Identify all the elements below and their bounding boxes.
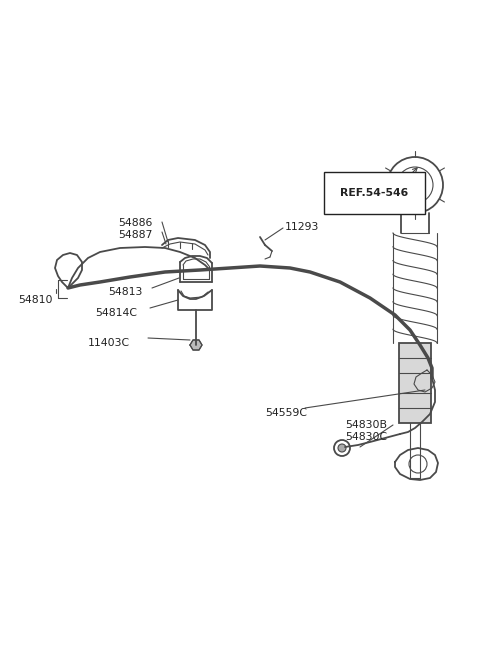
Text: 54887: 54887 [118, 230, 152, 240]
Circle shape [338, 444, 346, 452]
Polygon shape [190, 340, 202, 350]
Polygon shape [399, 343, 431, 423]
Text: 54830B: 54830B [345, 420, 387, 430]
Text: 54830C: 54830C [345, 432, 387, 442]
Text: 54814C: 54814C [95, 308, 137, 318]
Text: 54886: 54886 [118, 218, 152, 228]
Circle shape [411, 181, 419, 189]
Text: 54813: 54813 [108, 287, 143, 297]
Text: 11293: 11293 [285, 222, 319, 232]
Text: REF.54-546: REF.54-546 [340, 188, 408, 198]
Circle shape [405, 175, 425, 195]
Text: 54559C: 54559C [265, 408, 307, 418]
Text: 11403C: 11403C [88, 338, 130, 348]
Text: 54810: 54810 [18, 295, 52, 305]
